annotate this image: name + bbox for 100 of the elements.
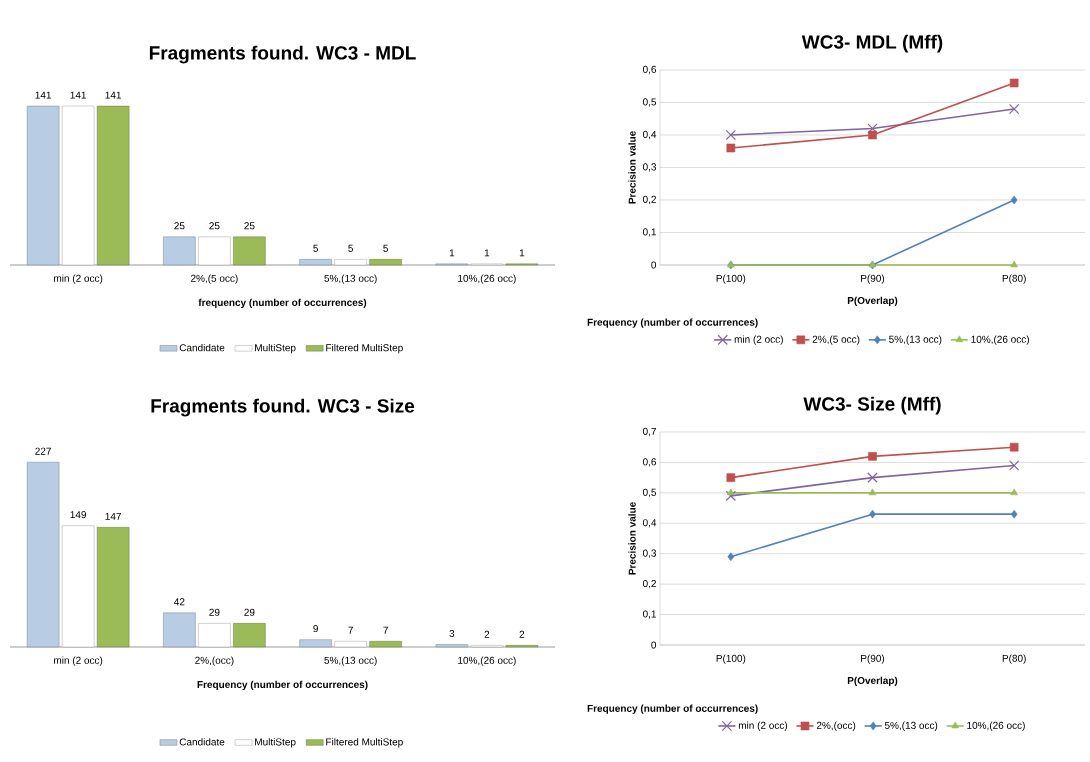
x-axis-title: P(Overlap) <box>847 296 898 307</box>
chart-title: WC3- Size (Mff) <box>803 396 941 415</box>
y-tick-label: 0,3 <box>642 163 657 172</box>
data-label: 5 <box>348 244 353 252</box>
x-tick-label: min (2 occ) <box>54 274 103 284</box>
data-label: 227 <box>35 447 51 455</box>
legend-label: 10%,(26 occ) <box>971 335 1029 345</box>
point <box>727 552 735 562</box>
point <box>1010 195 1018 205</box>
x-tick-label: P(80) <box>1002 274 1026 284</box>
bar <box>233 236 266 266</box>
x-tick-label: P(80) <box>1002 654 1026 664</box>
x-tick-label: 2%,(5 occ) <box>190 274 238 284</box>
point <box>726 473 736 482</box>
point <box>868 488 877 496</box>
bar <box>299 259 332 266</box>
point <box>1010 260 1018 268</box>
x-tick-label: 5%,(13 occ) <box>324 274 377 284</box>
bar <box>299 639 332 648</box>
point <box>1010 488 1018 496</box>
y-tick-label: 0,1 <box>642 228 656 237</box>
bar <box>61 525 95 648</box>
x-tick-label: 5%,(13 occ) <box>324 656 377 666</box>
data-label: 5 <box>313 244 318 252</box>
bar <box>61 105 95 266</box>
data-label: 25 <box>174 222 185 230</box>
legend-label: Filtered MultiStep <box>326 343 403 354</box>
y-axis-title: Precision value <box>628 131 636 204</box>
x-tick-label: P(90) <box>861 654 885 664</box>
x-tick-label: 2%,(occ) <box>195 656 234 666</box>
data-label: 141 <box>35 91 51 99</box>
point <box>1010 509 1018 519</box>
data-label: 147 <box>105 512 121 520</box>
legend-label: Candidate <box>179 343 225 352</box>
x-tick-label: P(90) <box>861 274 885 284</box>
legend-label: 2%,(occ) <box>816 721 856 731</box>
x-tick-label: 10%,(26 occ) <box>458 656 516 666</box>
point <box>867 472 878 483</box>
data-label: 149 <box>70 511 87 519</box>
legend-label: min (2 occ) <box>734 335 783 345</box>
data-label: 2 <box>484 630 490 638</box>
y-tick-label: 0,3 <box>642 549 657 558</box>
legend-label: 5%,(13 occ) <box>884 721 938 731</box>
legend-label: 5%,(13 occ) <box>889 335 942 345</box>
point <box>725 129 737 141</box>
data-label: 9 <box>313 625 318 633</box>
y-tick-label: 0,4 <box>642 130 657 140</box>
data-label: 7 <box>383 626 388 634</box>
bar <box>163 612 196 648</box>
y-tick-label: 0 <box>651 641 657 649</box>
y-tick-label: 0,2 <box>642 195 656 205</box>
data-label: 3 <box>449 629 455 638</box>
y-tick-label: 0,6 <box>642 65 657 75</box>
y-axis-title: Precision value <box>628 502 636 575</box>
x-tick-label: min (2 occ) <box>54 656 103 666</box>
y-tick-label: 0,1 <box>642 610 656 619</box>
x-axis-title: frequency (number of occurrences) <box>198 298 367 309</box>
legend-label: MultiStep <box>255 738 296 748</box>
bar <box>26 105 60 266</box>
data-label: 141 <box>105 91 121 99</box>
chart-title: WC3- MDL (Mff) <box>801 34 943 53</box>
x-tick-label: 10%,(26 occ) <box>458 274 516 284</box>
data-label: 29 <box>209 608 220 616</box>
data-label: 1 <box>484 249 490 257</box>
data-label: 29 <box>244 608 255 616</box>
x-axis-title: Frequency (number of occurrences) <box>197 680 368 691</box>
point <box>868 130 877 140</box>
bar <box>163 236 196 266</box>
bar <box>26 461 60 648</box>
data-label: 25 <box>244 222 255 230</box>
data-label: 25 <box>209 222 220 230</box>
y-tick-label: 0,6 <box>642 458 657 467</box>
data-label: 5 <box>383 244 388 252</box>
data-label: 7 <box>348 626 353 634</box>
chart-title: Fragments found. WC3 - Size <box>151 398 415 417</box>
bar <box>198 236 231 266</box>
legend-label: Filtered MultiStep <box>326 738 403 748</box>
legend-label: MultiStep <box>255 343 296 354</box>
bar <box>369 259 402 266</box>
bar <box>369 641 402 648</box>
data-label: 141 <box>70 91 86 99</box>
data-label: 42 <box>174 598 185 606</box>
y-tick-label: 0,4 <box>642 519 657 528</box>
x-tick-label: P(100) <box>716 654 746 664</box>
y-tick-label: 0,7 <box>642 427 656 437</box>
bar <box>96 105 130 266</box>
y-tick-label: 0,5 <box>642 98 657 107</box>
point <box>1009 78 1019 88</box>
bar <box>198 623 231 648</box>
point <box>726 143 736 153</box>
point <box>869 509 876 519</box>
legend-label: min (2 occ) <box>738 721 788 731</box>
y-tick-label: 0,2 <box>642 580 656 589</box>
point <box>727 488 735 496</box>
legend-title: Frequency (number of occurrences) <box>587 318 758 328</box>
legend-label: Candidate <box>179 738 225 746</box>
y-tick-label: 0 <box>651 261 657 269</box>
point <box>1008 460 1020 471</box>
x-axis-title: P(Overlap) <box>847 676 898 687</box>
data-label: 1 <box>449 249 455 257</box>
